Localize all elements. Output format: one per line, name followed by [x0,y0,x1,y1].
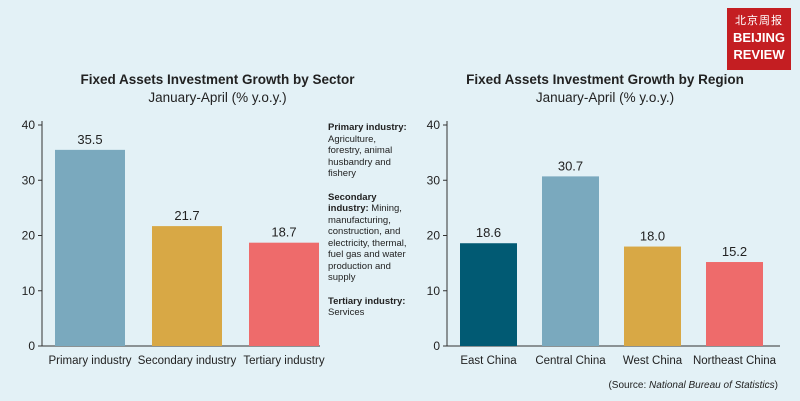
source-suffix: ) [774,380,778,391]
y-tick-label: 10 [427,284,441,298]
x-category-label: East China [460,355,517,367]
source-note: (Source: National Bureau of Statistics) [608,380,778,391]
y-tick-label: 0 [433,339,440,353]
logo-line-1: BEIJING [732,30,785,45]
note-primary-head: Primary industry: [328,122,407,133]
x-category-label: Northeast China [693,355,777,367]
note-primary-body: Agriculture, forestry, animal husbandry … [328,133,393,180]
y-tick-label: 30 [22,173,36,187]
note-tertiary: Tertiary industry: Services [328,296,410,319]
source-name: National Bureau of Statistics [649,380,775,391]
bar [249,242,319,346]
logo-chinese-text: 北京周报 [735,14,783,27]
bar-data-label: 18.0 [640,229,665,244]
y-tick-label: 30 [427,173,441,187]
bar-data-label: 18.6 [476,225,501,240]
x-category-label: Central China [535,355,606,367]
note-tertiary-head: Tertiary industry: [328,295,406,307]
note-tertiary-body: Services [328,307,365,318]
y-tick-label: 20 [22,229,36,243]
y-tick-label: 40 [22,118,36,132]
x-category-label: West China [623,355,683,367]
bar-data-label: 15.2 [722,244,747,259]
note-secondary-body: Mining, manufacturing, construction, and… [328,203,407,283]
bar-data-label: 21.7 [174,208,199,223]
x-category-label: Secondary industry [138,355,237,367]
bar-data-label: 18.7 [271,225,296,240]
beijing-review-logo: 北京周报 BEIJING REVIEW [727,8,791,70]
y-tick-label: 10 [22,284,36,298]
source-prefix: (Source: [608,380,650,391]
bar-data-label: 35.5 [77,132,102,147]
bar [460,243,517,346]
bar [624,246,681,346]
x-category-label: Tertiary industry [243,355,324,367]
note-secondary: Secondary industry: Mining, manufacturin… [328,192,410,284]
industry-notes: Primary industry: Agriculture, forestry,… [328,122,410,319]
chart2-subtitle: January-April (% y.o.y.) [535,90,675,105]
y-tick-label: 20 [427,229,441,243]
bar [706,262,763,346]
x-category-label: Primary industry [48,355,131,367]
logo-line-2: REVIEW [733,47,785,62]
bar [55,149,125,346]
bar [542,176,599,346]
chart1-title: Fixed Assets Investment Growth by Sector [80,72,355,87]
chart2-title: Fixed Assets Investment Growth by Region [466,72,744,87]
bar [152,226,222,346]
y-tick-label: 0 [28,339,35,353]
note-secondary-head: Secondary industry: [328,191,377,215]
y-tick-label: 40 [427,118,441,132]
bar-data-label: 30.7 [558,158,583,173]
note-primary: Primary industry: Agriculture, forestry,… [328,122,410,180]
chart1-subtitle: January-April (% y.o.y.) [148,90,287,105]
